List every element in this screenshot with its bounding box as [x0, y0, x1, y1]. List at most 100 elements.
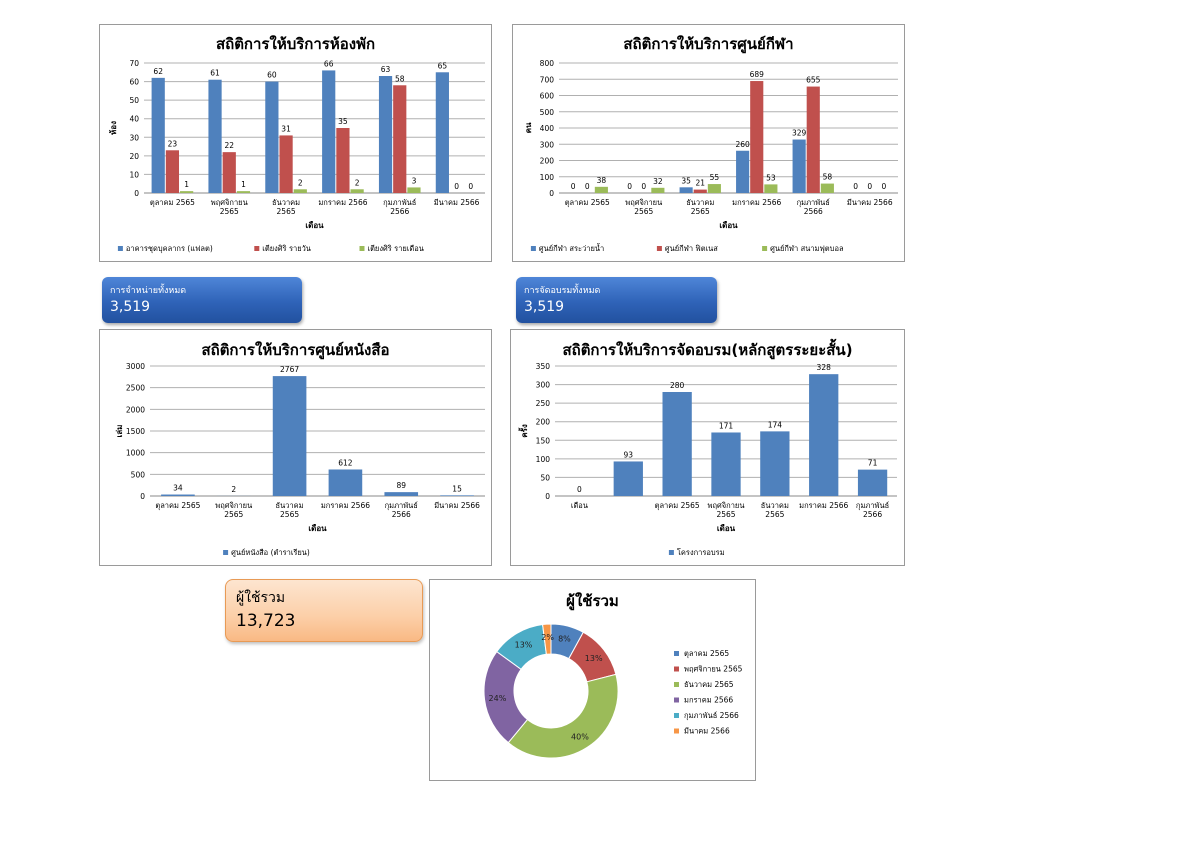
data-label: 58 [823, 173, 833, 182]
bar [180, 191, 194, 193]
legend-item: ธันวาคม 2565 [684, 680, 734, 689]
rooms-chart-panel: สถิติการให้บริการห้องพัก 0 10 20 30 40 50 60 70… [99, 24, 492, 262]
legend-item: อาคารชุดบุคลากร (แฟลต) [126, 244, 213, 253]
data-label: 2 [298, 178, 303, 187]
bar [151, 77, 165, 193]
bar [165, 150, 180, 193]
data-label: 32 [653, 177, 663, 186]
y-tick-label: 40 [129, 115, 139, 124]
rooms-chart-title: สถิติการให้บริการห้องพัก [215, 35, 376, 53]
legend-swatch [674, 713, 679, 718]
y-tick-label: 350 [536, 362, 551, 371]
x-tick-label: กุมภาพันธ์ [856, 501, 889, 510]
bar [208, 79, 222, 193]
data-label: 23 [168, 139, 178, 148]
y-tick-label: 1000 [126, 449, 145, 458]
pie-slice [507, 673, 619, 759]
legend-item: ตุลาคม 2565 [684, 649, 729, 658]
data-label: 329 [792, 129, 807, 138]
x-tick-label: มกราคม 2566 [321, 501, 370, 510]
x-tick-label: 2566 [392, 510, 411, 519]
bar [272, 376, 307, 496]
data-label: 22 [224, 141, 234, 150]
bar [161, 494, 195, 496]
data-label: 38 [597, 176, 607, 185]
data-label: 0 [627, 182, 632, 191]
x-tick-label: มีนาคม 2566 [434, 198, 480, 207]
x-tick-label: ธันวาคม [761, 501, 789, 510]
data-label: 62 [153, 67, 163, 76]
x-tick-label: กุมภาพันธ์ [383, 198, 416, 207]
legend-item: เตียงศิริ รายเดือน [368, 244, 424, 253]
books-chart: 0 500 1000 1500 2000 2500 3000 เล่ม 34 ตุลาคม 256… [115, 362, 485, 557]
data-label: 2 [231, 485, 236, 494]
pie-label: 13% [515, 641, 533, 650]
data-label: 0 [641, 182, 646, 191]
y-tick-label: 0 [140, 492, 145, 501]
kpi-users-label: ผู้ใช้รวม [236, 590, 286, 606]
x-tick-label: มกราคม 2566 [732, 198, 781, 207]
x-tick-label: ตุลาคม 2565 [150, 198, 195, 207]
data-label: 89 [396, 481, 406, 490]
bar [764, 184, 778, 193]
data-label: 71 [868, 459, 878, 468]
data-label: 1 [241, 180, 246, 189]
x-tick-label: ตุลาคม 2565 [655, 501, 700, 510]
bar [236, 191, 251, 193]
y-tick-label: 2000 [126, 405, 145, 414]
data-label: 655 [806, 76, 821, 85]
y-axis-label: เล่ม [115, 425, 124, 438]
data-label: 35 [681, 176, 691, 185]
kpi-sales-card: การจำหน่ายทั้งหมด 3,519 [102, 277, 302, 323]
x-axis-label: เดือน [719, 220, 738, 230]
bar [651, 187, 665, 193]
data-label: 260 [735, 140, 750, 149]
x-tick-label: กุมภาพันธ์ [797, 198, 830, 207]
data-label: 55 [710, 173, 720, 182]
y-tick-label: 0 [134, 189, 139, 198]
legend-item: มีนาคม 2566 [684, 727, 730, 736]
y-tick-label: 200 [536, 418, 551, 427]
x-tick-label: 2565 [224, 510, 243, 519]
users-chart: 8% 13% 40% 24% 13% 2% ตุลาคม 2565 พฤศจิกายน 256… [483, 623, 743, 759]
bar [693, 189, 707, 193]
bar [857, 469, 888, 496]
x-tick-label: 2566 [390, 207, 409, 216]
data-label: 34 [173, 484, 183, 493]
sports-chart-panel: สถิติการให้บริการศูนย์กีฬา 0 100 200 300 400… [512, 24, 905, 262]
y-tick-label: 30 [129, 133, 139, 142]
data-label: 174 [768, 420, 783, 429]
x-tick-label: ธันวาคม [686, 198, 714, 207]
legend-swatch [674, 666, 679, 672]
data-label: 21 [695, 179, 705, 188]
legend-swatch [359, 246, 365, 251]
data-label: 0 [468, 182, 473, 191]
data-label: 0 [577, 485, 582, 494]
y-tick-label: 800 [540, 59, 555, 68]
data-label: 171 [719, 421, 734, 430]
y-tick-label: 300 [540, 140, 555, 149]
y-tick-label: 10 [129, 170, 139, 179]
data-label: 0 [881, 182, 886, 191]
x-tick-label: ธันวาคม [276, 501, 304, 510]
bar [336, 128, 350, 193]
kpi-sales-label: การจำหน่ายทั้งหมด [110, 286, 187, 296]
y-tick-label: 500 [131, 470, 146, 479]
bar [378, 76, 393, 193]
legend-swatch [117, 246, 123, 251]
x-tick-label: 2565 [277, 207, 296, 216]
bar [279, 135, 293, 193]
legend-swatch [674, 728, 679, 734]
users-chart-title: ผู้ใช้รวม [566, 592, 619, 610]
x-tick-label: พฤศจิกายน [708, 501, 745, 510]
bar [594, 186, 608, 193]
data-label: 66 [324, 59, 334, 68]
data-label: 0 [853, 182, 858, 191]
y-tick-label: 100 [540, 173, 555, 182]
data-label: 53 [766, 173, 776, 182]
data-label: 93 [624, 450, 634, 459]
data-label: 0 [585, 182, 590, 191]
x-tick-label: 2566 [863, 510, 882, 519]
data-label: 31 [281, 124, 291, 133]
